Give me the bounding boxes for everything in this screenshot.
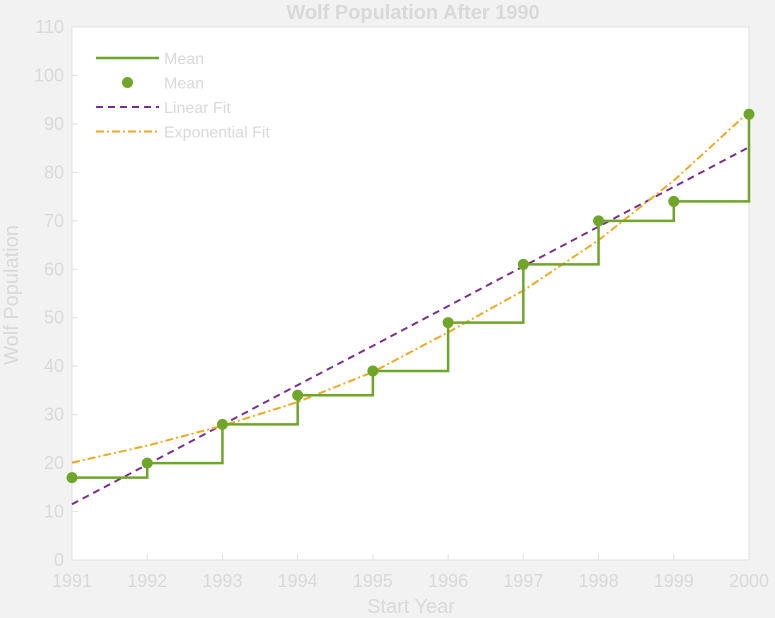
data-point (141, 457, 153, 469)
data-point (292, 389, 304, 401)
legend-label: Mean (164, 76, 204, 93)
series-line-3 (71, 111, 750, 464)
x-tick-label: 1994 (278, 571, 318, 591)
x-tick-label: 1999 (654, 571, 694, 591)
data-point (593, 215, 605, 227)
x-tick-label: 1995 (353, 571, 393, 591)
y-axis-ticks: 0 10 20 30 40 50 60 70 80 90 100 110 (34, 17, 78, 570)
data-point (442, 317, 454, 329)
data-point (743, 108, 755, 120)
y-tick-label: 0 (54, 550, 64, 570)
x-tick-label: 2000 (729, 571, 769, 591)
y-tick-label: 50 (44, 308, 64, 328)
y-tick-label: 60 (44, 259, 64, 279)
data-point (367, 365, 379, 377)
series-layer (66, 108, 755, 506)
x-axis-ticks: 1991 1992 1993 1994 1995 1996 1997 1998 1999 2000 (52, 554, 769, 591)
y-tick-label: 40 (44, 356, 64, 376)
data-point (66, 472, 78, 484)
chart-title: Wolf Population After 1990 (286, 2, 539, 24)
legend-label: Exponential Fit (164, 125, 270, 142)
data-point (216, 418, 228, 430)
legend: Mean Mean Linear Fit Exponential Fit (96, 51, 270, 142)
y-axis-label: Wolf Population (1, 225, 23, 365)
x-tick-label: 1998 (579, 571, 619, 591)
x-tick-label: 1997 (503, 571, 543, 591)
y-tick-label: 10 (44, 502, 64, 522)
y-tick-label: 80 (44, 162, 64, 182)
legend-marker (122, 77, 133, 88)
legend-label: Linear Fit (164, 100, 231, 117)
x-tick-label: 1991 (52, 571, 92, 591)
plot-area (71, 26, 750, 561)
y-tick-label: 30 (44, 405, 64, 425)
x-tick-label: 1996 (428, 571, 468, 591)
series-line-2 (71, 146, 750, 506)
y-tick-label: 90 (44, 114, 64, 134)
y-tick-label: 100 (34, 65, 64, 85)
x-axis-label: Start Year (367, 596, 455, 618)
data-point (668, 195, 680, 207)
y-tick-label: 70 (44, 211, 64, 231)
series-step-0 (72, 114, 751, 479)
y-tick-label: 20 (44, 453, 64, 473)
legend-label: Mean (164, 51, 204, 68)
y-tick-label: 110 (35, 17, 64, 37)
x-tick-label: 1993 (202, 571, 242, 591)
x-tick-label: 1992 (127, 571, 167, 591)
data-point (517, 258, 529, 270)
